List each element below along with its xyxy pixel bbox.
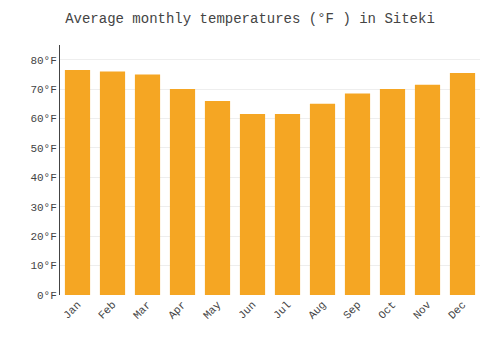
svg-text:60°F: 60°F (30, 113, 56, 125)
svg-text:80°F: 80°F (30, 55, 56, 67)
svg-text:Apr: Apr (166, 299, 188, 321)
svg-text:Oct: Oct (376, 299, 398, 321)
svg-text:Feb: Feb (96, 299, 118, 321)
svg-text:May: May (201, 299, 224, 322)
svg-text:Nov: Nov (411, 299, 434, 322)
svg-text:40°F: 40°F (30, 172, 56, 184)
svg-text:Aug: Aug (306, 299, 328, 321)
svg-text:50°F: 50°F (30, 143, 56, 155)
svg-text:Jan: Jan (61, 299, 83, 321)
svg-text:70°F: 70°F (30, 84, 56, 96)
svg-text:30°F: 30°F (30, 202, 56, 214)
svg-text:20°F: 20°F (30, 231, 56, 243)
svg-text:Sep: Sep (341, 299, 363, 321)
svg-text:Dec: Dec (446, 299, 468, 321)
svg-text:Mar: Mar (131, 299, 153, 321)
svg-text:Average monthly temperatures (: Average monthly temperatures (°F ) in Si… (65, 11, 435, 27)
svg-text:10°F: 10°F (30, 260, 56, 272)
svg-text:Jul: Jul (271, 299, 293, 321)
svg-text:0°F: 0°F (37, 290, 57, 302)
svg-text:Jun: Jun (236, 299, 258, 321)
